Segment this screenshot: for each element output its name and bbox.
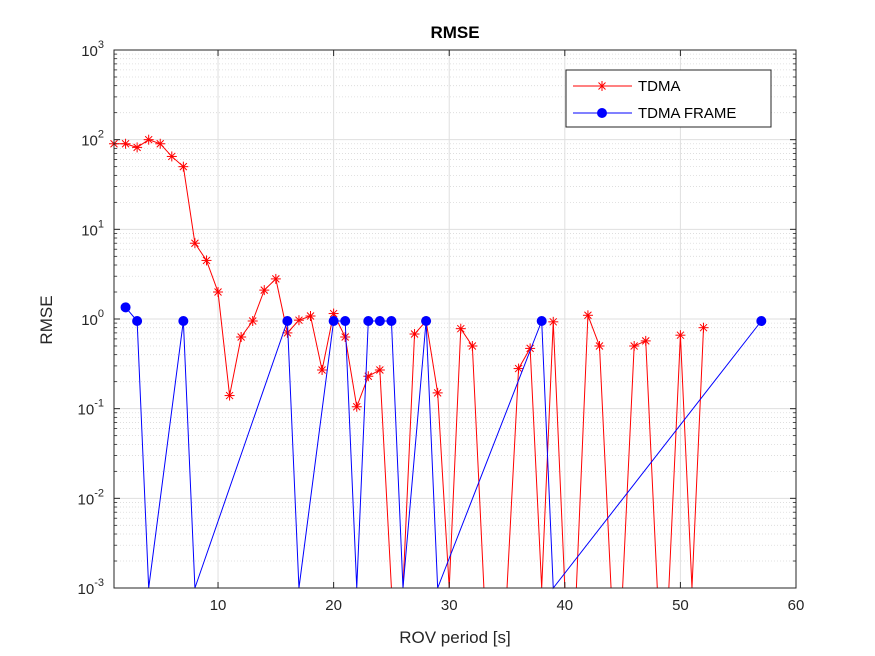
data-point: [374, 315, 385, 326]
legend-entry: TDMA: [573, 78, 681, 95]
y-tick-label: 10-2: [78, 487, 104, 508]
data-point: [120, 138, 131, 149]
data-point: [340, 315, 351, 326]
ticks: 10 20 30 40 50 60 10-3 10-2 10-1 100 101 102 103: [78, 39, 805, 614]
data-point: [432, 387, 443, 398]
data-point: [374, 364, 385, 375]
data-point: [293, 315, 304, 326]
x-axis-label: ROV period [s]: [399, 628, 511, 647]
legend-label: TDMA FRAME: [638, 105, 736, 122]
data-point: [363, 371, 374, 382]
series-line: [114, 139, 705, 589]
data-point: [548, 316, 559, 327]
data-point: [178, 161, 189, 172]
data-point: [594, 340, 605, 351]
data-point: [675, 330, 686, 341]
legend-label: TDMA: [638, 78, 681, 95]
data-point: [236, 331, 247, 342]
data-point: [536, 315, 547, 326]
data-point: [224, 390, 235, 401]
y-tick-label: 10-3: [78, 577, 104, 598]
data-point: [270, 273, 281, 284]
data-point: [213, 287, 224, 298]
data-point: [582, 310, 593, 321]
x-tick-label: 10: [210, 597, 227, 614]
data-point: [340, 331, 351, 342]
data-point: [317, 364, 328, 375]
data-point: [351, 401, 362, 412]
data-point: [247, 315, 258, 326]
data-point: [455, 323, 466, 334]
data-point: [363, 315, 374, 326]
legend-entry: TDMA FRAME: [573, 105, 736, 122]
data-point: [259, 285, 270, 296]
x-tick-label: 30: [441, 597, 458, 614]
data-point: [409, 329, 420, 340]
x-tick-label: 20: [325, 597, 342, 614]
y-tick-label: 103: [81, 39, 104, 60]
data-point: [155, 138, 166, 149]
data-point: [421, 315, 432, 326]
legend: TDMA TDMA FRAME: [565, 69, 772, 128]
y-tick-label: 10-1: [78, 398, 104, 419]
y-tick-label: 102: [81, 129, 104, 150]
x-tick-label: 50: [672, 597, 689, 614]
data-point: [386, 315, 397, 326]
data-point: [305, 311, 316, 322]
legend-marker: [597, 108, 607, 118]
data-point: [166, 151, 177, 162]
data-point: [132, 142, 143, 153]
data-point: [132, 315, 143, 326]
legend-marker: [597, 81, 607, 91]
y-axis-label: RMSE: [37, 295, 56, 344]
data-point: [640, 335, 651, 346]
data-point: [189, 238, 200, 249]
data-point: [513, 363, 524, 374]
data-point: [201, 255, 212, 266]
data-point: [282, 315, 293, 326]
data-point: [120, 302, 131, 313]
data-point: [756, 315, 767, 326]
data-point: [143, 134, 154, 145]
x-tick-label: 60: [788, 597, 805, 614]
data-point: [629, 340, 640, 351]
y-tick-label: 100: [81, 308, 104, 329]
data-point: [178, 315, 189, 326]
data-point: [698, 322, 709, 333]
data-point: [328, 315, 339, 326]
x-tick-label: 40: [556, 597, 573, 614]
y-tick-label: 101: [81, 218, 104, 239]
data-point: [467, 340, 478, 351]
chart-title: RMSE: [430, 23, 479, 42]
